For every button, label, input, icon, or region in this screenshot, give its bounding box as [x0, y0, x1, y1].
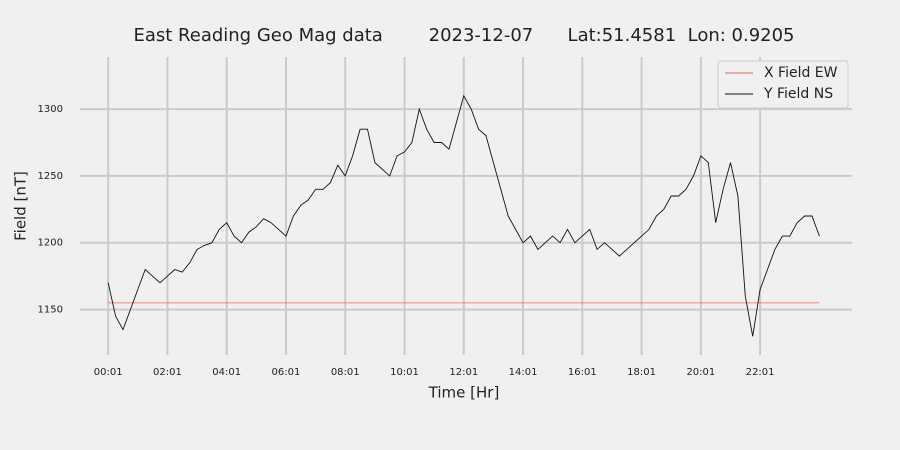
x-tick-label: 02:01 [153, 367, 182, 378]
x-tick-label: 12:01 [449, 367, 478, 378]
x-tick-label: 22:01 [746, 367, 775, 378]
x-tick-label: 20:01 [686, 367, 715, 378]
y-axis-label: Field [nT] [12, 171, 30, 241]
legend: X Field EW Y Field NS [717, 60, 849, 109]
chart-title: East Reading Geo Mag data 2023-12-07 Lat… [133, 25, 794, 46]
y-tick-label: 1200 [38, 238, 63, 249]
lines [107, 94, 820, 337]
x-tick-label: 04:01 [212, 367, 241, 378]
grid [80, 57, 852, 355]
data-line [107, 94, 820, 337]
x-tick-label: 16:01 [568, 367, 597, 378]
x-tick-label: 18:01 [627, 367, 656, 378]
x-axis-label: Time [Hr] [428, 384, 500, 402]
x-tick-label: 00:01 [94, 367, 123, 378]
x-tick-label: 10:01 [390, 367, 419, 378]
x-tick-label: 08:01 [331, 367, 360, 378]
y-tick-label: 1250 [38, 171, 63, 182]
y-tick-label: 1300 [38, 104, 63, 115]
x-tick-label: 06:01 [272, 367, 301, 378]
y-tick-label: 1150 [38, 305, 63, 316]
legend-label: X Field EW [764, 65, 838, 81]
legend-label: Y Field NS [763, 86, 833, 102]
x-tick-label: 14:01 [509, 367, 538, 378]
